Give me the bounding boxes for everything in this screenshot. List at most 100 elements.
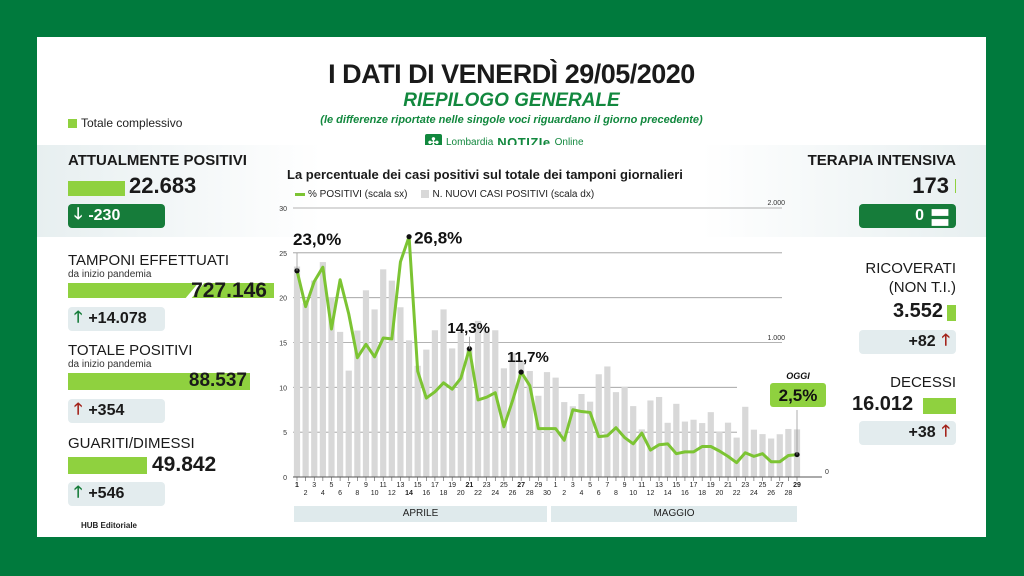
svg-text:4: 4 bbox=[321, 490, 325, 497]
terapia-intensiva-value: 173 bbox=[912, 173, 949, 198]
tamponi-sub: da inizio pandemia bbox=[68, 269, 152, 280]
svg-text:14: 14 bbox=[664, 490, 672, 497]
bar-swatch-icon bbox=[421, 190, 430, 199]
tamponi-delta: 🡑 +14.078 bbox=[68, 307, 165, 331]
ricoverati-value: 3.552 bbox=[892, 300, 943, 322]
svg-text:1: 1 bbox=[554, 482, 558, 489]
svg-text:17: 17 bbox=[431, 482, 439, 489]
svg-text:24: 24 bbox=[491, 490, 499, 497]
svg-text:27: 27 bbox=[517, 482, 525, 489]
svg-text:11: 11 bbox=[380, 482, 387, 489]
svg-text:10: 10 bbox=[371, 490, 379, 497]
svg-text:2,5%: 2,5% bbox=[779, 386, 818, 405]
legend-bars: N. NUOVI CASI POSITIVI (scala dx) bbox=[421, 189, 594, 200]
decessi-delta: +38 🡑 bbox=[859, 421, 956, 445]
svg-text:4: 4 bbox=[580, 490, 584, 497]
terapia-intensiva-delta: 0 〓 bbox=[859, 204, 956, 230]
positivity-chart: 0510152025302.0001.000012345678910111213… bbox=[279, 200, 829, 497]
svg-text:15: 15 bbox=[672, 482, 680, 489]
svg-text:12: 12 bbox=[647, 490, 655, 497]
svg-text:6: 6 bbox=[338, 490, 342, 497]
svg-text:25: 25 bbox=[759, 482, 767, 489]
arrow-down-icon: 🡓 bbox=[74, 205, 83, 223]
svg-text:29: 29 bbox=[534, 482, 542, 489]
chart-title: La percentuale dei casi positivi sul tot… bbox=[287, 167, 683, 182]
svg-text:15: 15 bbox=[414, 482, 422, 489]
svg-text:21: 21 bbox=[724, 482, 732, 489]
svg-text:8: 8 bbox=[614, 490, 618, 497]
svg-text:17: 17 bbox=[690, 482, 698, 489]
chart-legend: % POSITIVI (scala sx) N. NUOVI CASI POSI… bbox=[295, 189, 594, 200]
infographic-panel: I DATI DI VENERDÌ 29/05/2020 RIEPILOGO G… bbox=[37, 37, 986, 537]
svg-text:25: 25 bbox=[500, 482, 508, 489]
month-may: MAGGIO bbox=[551, 506, 797, 522]
svg-text:16: 16 bbox=[681, 490, 689, 497]
svg-text:28: 28 bbox=[526, 490, 534, 497]
svg-text:3: 3 bbox=[571, 482, 575, 489]
svg-text:22: 22 bbox=[733, 490, 741, 497]
legend-bars-label: N. NUOVI CASI POSITIVI (scala dx) bbox=[432, 189, 595, 200]
svg-text:7: 7 bbox=[605, 482, 609, 489]
decessi-value: 16.012 bbox=[852, 393, 914, 415]
guariti-bar bbox=[68, 457, 147, 474]
line-swatch-icon bbox=[295, 192, 305, 196]
svg-text:0: 0 bbox=[825, 469, 829, 476]
svg-text:18: 18 bbox=[440, 490, 448, 497]
svg-text:28: 28 bbox=[784, 490, 792, 497]
svg-text:20: 20 bbox=[279, 296, 287, 303]
attualmente-positivi-value: 22.683 bbox=[129, 173, 197, 198]
svg-text:26: 26 bbox=[509, 490, 517, 497]
svg-text:5: 5 bbox=[283, 430, 287, 437]
guariti-value: 49.842 bbox=[152, 453, 217, 476]
svg-text:14,3%: 14,3% bbox=[447, 320, 490, 337]
svg-text:OGGI: OGGI bbox=[786, 371, 810, 381]
svg-text:1.000: 1.000 bbox=[767, 335, 785, 342]
svg-text:8: 8 bbox=[355, 490, 359, 497]
totale-positivi-delta: 🡑 +354 bbox=[68, 399, 165, 423]
svg-text:15: 15 bbox=[279, 341, 287, 348]
ricoverati-delta: +82 🡑 bbox=[859, 330, 956, 354]
delta-value: -230 bbox=[88, 207, 121, 224]
svg-text:13: 13 bbox=[397, 482, 405, 489]
svg-text:25: 25 bbox=[279, 251, 287, 258]
page-note: (le differenze riportate nelle singole v… bbox=[320, 114, 703, 126]
arrow-up-icon: 🡑 bbox=[74, 483, 83, 501]
arrow-up-icon: 🡑 bbox=[941, 422, 950, 440]
attualmente-positivi-delta: 🡓 -230 bbox=[68, 204, 165, 228]
delta-value: 0 bbox=[915, 207, 924, 224]
attualmente-positivi-label: ATTUALMENTE POSITIVI bbox=[68, 152, 247, 169]
svg-text:20: 20 bbox=[716, 490, 724, 497]
svg-text:22: 22 bbox=[474, 490, 482, 497]
terapia-intensiva-label: TERAPIA INTENSIVA bbox=[807, 152, 956, 169]
guariti-delta: 🡑 +546 bbox=[68, 482, 165, 506]
delta-value: +546 bbox=[88, 485, 125, 502]
svg-text:9: 9 bbox=[623, 482, 627, 489]
totale-positivi-sub: da inizio pandemia bbox=[68, 359, 152, 370]
svg-text:26,8%: 26,8% bbox=[414, 229, 462, 248]
svg-text:14: 14 bbox=[405, 490, 413, 497]
terapia-intensiva-bar bbox=[955, 179, 956, 193]
credit: HUB Editoriale bbox=[81, 521, 138, 530]
brand-left: Lombardia bbox=[446, 137, 494, 148]
arrow-up-icon: 🡑 bbox=[74, 400, 83, 418]
svg-text:10: 10 bbox=[279, 385, 287, 392]
svg-text:29: 29 bbox=[793, 482, 801, 489]
svg-text:11: 11 bbox=[638, 482, 645, 489]
svg-text:5: 5 bbox=[330, 482, 334, 489]
tamponi-label: TAMPONI EFFETTUATI bbox=[68, 252, 230, 269]
svg-text:23: 23 bbox=[483, 482, 491, 489]
svg-text:2: 2 bbox=[562, 490, 566, 497]
ricoverati-label2: (NON T.I.) bbox=[888, 279, 956, 296]
svg-text:19: 19 bbox=[707, 482, 715, 489]
green-square-icon bbox=[68, 118, 77, 128]
svg-text:30: 30 bbox=[543, 490, 551, 497]
svg-text:16: 16 bbox=[422, 490, 430, 497]
page-title: I DATI DI VENERDÌ 29/05/2020 bbox=[328, 59, 695, 89]
svg-text:19: 19 bbox=[448, 482, 456, 489]
svg-text:2: 2 bbox=[304, 490, 308, 497]
decessi-bar bbox=[923, 398, 956, 414]
legend-line: % POSITIVI (scala sx) bbox=[295, 189, 407, 200]
tamponi-value: 727.146 bbox=[191, 279, 267, 302]
legend-total: Totale complessivo bbox=[68, 116, 182, 130]
arrow-up-icon: 🡑 bbox=[74, 308, 83, 326]
